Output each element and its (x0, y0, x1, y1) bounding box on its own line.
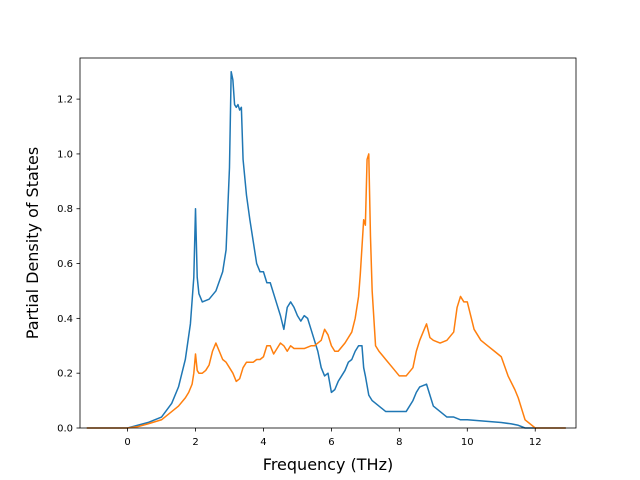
y-tick-label: 0.0 (57, 424, 73, 435)
x-tick-label: 6 (328, 437, 334, 448)
y-tick-label: 1.2 (57, 95, 73, 106)
y-tick-label: 0.6 (57, 259, 73, 270)
x-tick-label: 10 (461, 437, 474, 448)
axes-frame (79, 57, 577, 429)
y-tick-label: 0.2 (57, 369, 73, 380)
y-tick-label: 0.4 (57, 314, 73, 325)
x-tick-label: 0 (124, 437, 130, 448)
x-tick-label: 8 (396, 437, 402, 448)
y-axis-label: Partial Density of States (23, 147, 42, 339)
x-tick-label: 4 (260, 437, 266, 448)
x-axis-label: Frequency (THz) (263, 455, 393, 474)
x-axis-ticks: 0 2 4 6 8 10 12 (124, 428, 542, 448)
plot-lines (86, 70, 566, 429)
series-line-2 (86, 153, 566, 429)
series-line-1 (86, 70, 566, 429)
x-tick-label: 2 (192, 437, 198, 448)
y-tick-label: 1.0 (57, 149, 73, 160)
x-tick-label: 12 (529, 437, 542, 448)
y-axis-ticks: 0.0 0.2 0.4 0.6 0.8 1.0 1.2 (57, 95, 80, 435)
y-tick-label: 0.8 (57, 204, 73, 215)
